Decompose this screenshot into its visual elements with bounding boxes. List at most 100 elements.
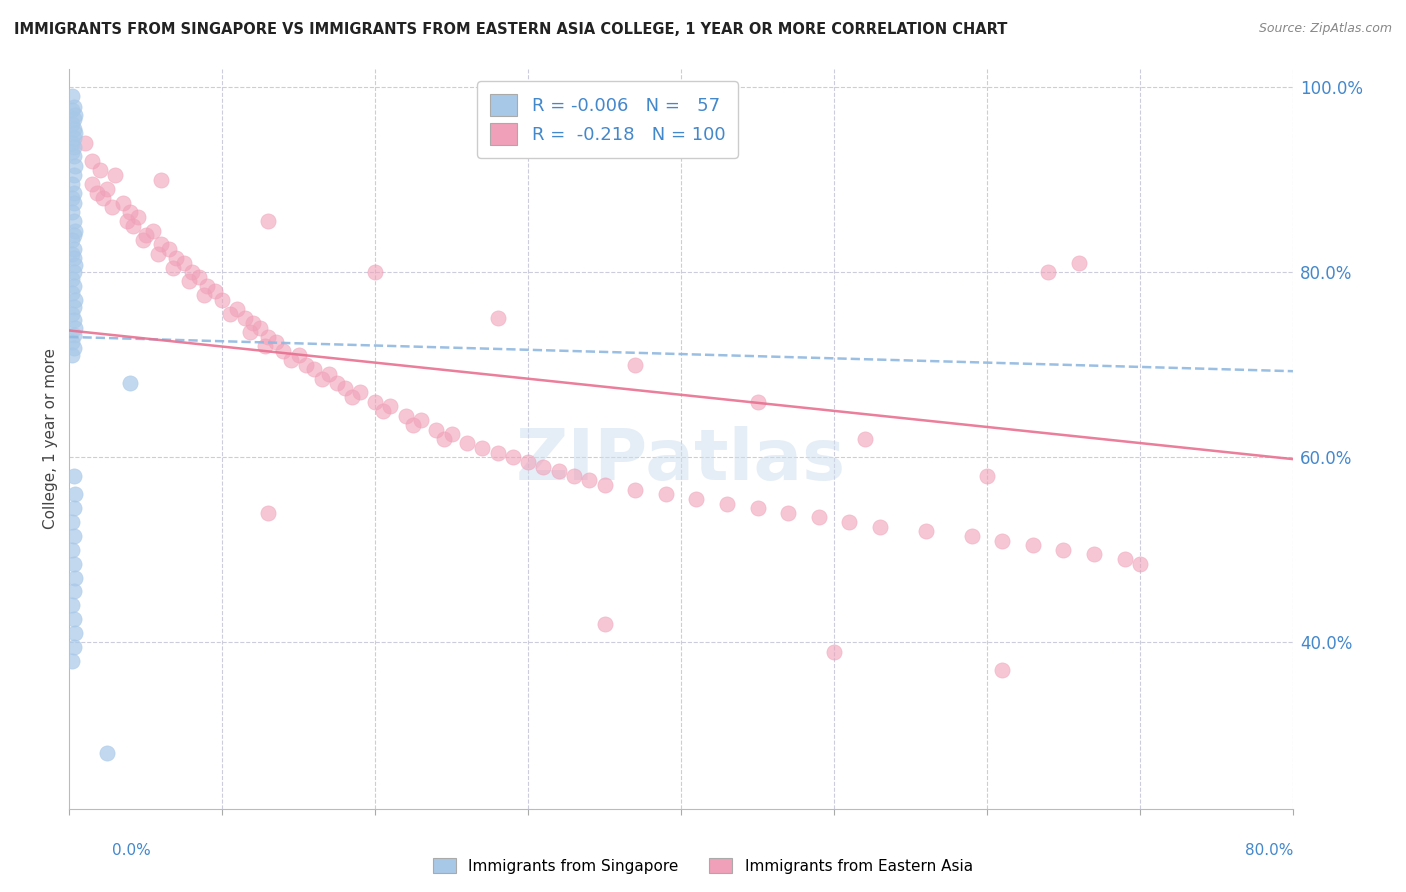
Point (65, 159, 87, 173)
Point (60, 136, 83, 150)
Point (63, 228, 86, 243)
Point (65, 320, 87, 334)
Point (342, 390, 364, 404)
Point (1052, 542, 1074, 557)
Point (150, 172, 173, 186)
Point (65, 108, 87, 122)
Point (991, 663, 1014, 677)
Point (60, 205, 83, 219)
Point (976, 468, 998, 483)
Point (63, 186, 86, 201)
Text: IMMIGRANTS FROM SINGAPORE VS IMMIGRANTS FROM EASTERN ASIA COLLEGE, 1 YEAR OR MOR: IMMIGRANTS FROM SINGAPORE VS IMMIGRANTS … (14, 22, 1008, 37)
Point (60, 246, 83, 260)
Point (63, 279, 86, 293)
Point (120, 205, 142, 219)
Point (65, 293, 87, 307)
Point (295, 358, 318, 372)
Point (311, 371, 333, 385)
Point (120, 376, 142, 391)
Point (60, 307, 83, 321)
Point (122, 219, 145, 233)
Point (63, 341, 86, 355)
Point (63, 149, 86, 163)
Point (273, 343, 295, 358)
Point (547, 464, 569, 478)
Point (326, 376, 349, 391)
Point (280, 353, 302, 368)
Point (63, 195, 86, 210)
Point (242, 316, 264, 330)
Point (914, 524, 936, 539)
Point (60, 145, 83, 159)
Point (333, 381, 356, 395)
Point (716, 497, 738, 511)
Point (257, 330, 280, 344)
Point (65, 571, 87, 585)
Point (409, 413, 432, 427)
Point (65, 126, 87, 140)
Point (63, 301, 86, 315)
Point (111, 195, 134, 210)
Text: Source: ZipAtlas.com: Source: ZipAtlas.com (1258, 22, 1392, 36)
Point (249, 320, 271, 334)
Point (1067, 256, 1090, 270)
Point (253, 339, 276, 353)
Point (853, 432, 876, 446)
Point (63, 584, 86, 599)
Point (1114, 552, 1136, 566)
Point (63, 214, 86, 228)
Point (63, 557, 86, 571)
Point (778, 506, 800, 520)
Point (117, 214, 139, 228)
Point (685, 491, 707, 506)
Point (655, 487, 678, 501)
Point (226, 302, 249, 317)
Point (425, 423, 447, 437)
Point (471, 441, 494, 455)
Point (89, 163, 111, 178)
Point (1129, 557, 1152, 571)
Point (127, 210, 149, 224)
Point (146, 246, 169, 260)
Point (91, 191, 114, 205)
Point (131, 233, 153, 247)
Point (63, 328, 86, 343)
Point (96, 747, 118, 761)
Point (96, 182, 118, 196)
Point (63, 612, 86, 626)
Point (517, 455, 540, 469)
Point (60, 178, 83, 192)
Point (142, 223, 165, 237)
Point (82, 178, 104, 192)
Point (60, 654, 83, 668)
Point (193, 288, 215, 302)
Point (63, 168, 86, 182)
Point (402, 417, 425, 432)
Point (60, 191, 83, 205)
Point (165, 252, 187, 266)
Point (960, 529, 983, 543)
Point (63, 112, 86, 127)
Legend: R = -0.006   N =   57, R =  -0.218   N = 100: R = -0.006 N = 57, R = -0.218 N = 100 (478, 81, 738, 158)
Point (302, 362, 325, 376)
Point (578, 474, 600, 488)
Point (60, 271, 83, 285)
Point (63, 140, 86, 154)
Point (371, 404, 394, 418)
Point (65, 626, 87, 640)
Point (364, 265, 387, 279)
Point (593, 478, 616, 492)
Point (456, 436, 478, 450)
Point (991, 533, 1014, 548)
Point (287, 348, 309, 362)
Point (433, 432, 456, 446)
Point (63, 313, 86, 327)
Point (233, 311, 256, 326)
Point (195, 279, 218, 293)
Point (60, 334, 83, 349)
Point (63, 529, 86, 543)
Point (264, 334, 287, 349)
Legend: Immigrants from Singapore, Immigrants from Eastern Asia: Immigrants from Singapore, Immigrants fr… (427, 852, 979, 880)
Point (823, 645, 845, 659)
Point (63, 468, 86, 483)
